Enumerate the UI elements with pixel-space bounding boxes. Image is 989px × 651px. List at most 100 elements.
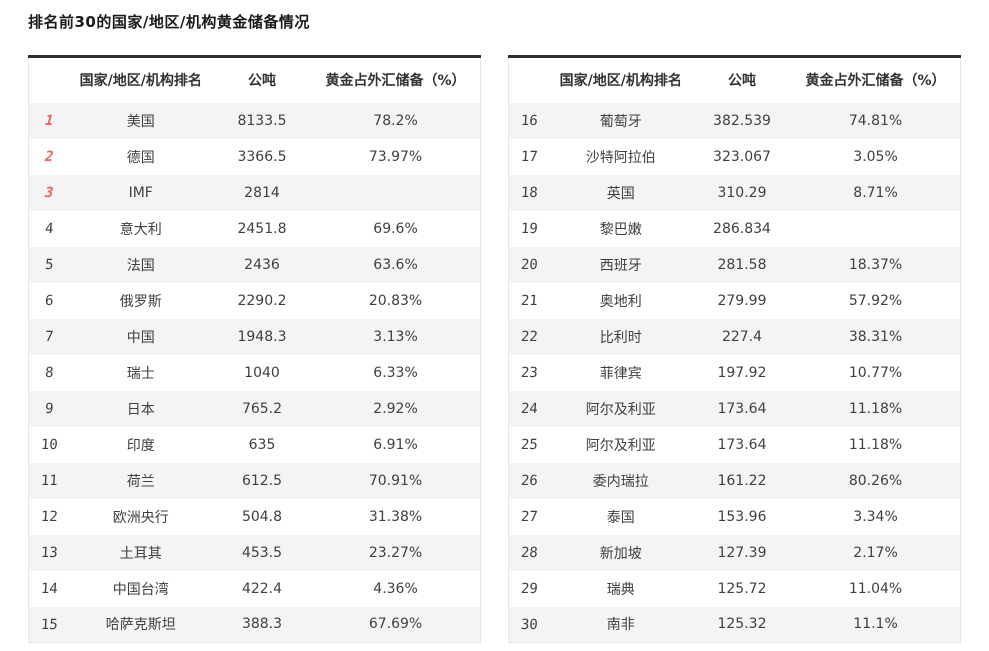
country-cell: 黎巴嫩 (599, 221, 642, 238)
rank-cell: 3 (44, 184, 54, 201)
table-row: 21 奥地利 279.99 57.92% (508, 282, 961, 319)
table-row: 13 土耳其 453.5 23.27% (28, 534, 481, 571)
percent-cell: 63.6% (373, 256, 418, 273)
rank-cell: 2 (44, 148, 54, 165)
rank-cell: 5 (44, 256, 54, 273)
percent-cell: 73.97% (368, 148, 423, 165)
percent-cell: 23.27% (368, 544, 423, 561)
rank-cell: 30 (519, 616, 538, 633)
percent-cell: 2.92% (373, 400, 418, 417)
country-cell: 意大利 (119, 221, 162, 238)
percent-cell: 6.91% (373, 436, 418, 453)
column-header-tons: 公吨 (727, 73, 756, 90)
percent-cell: 11.18% (848, 400, 903, 417)
tons-cell: 125.32 (717, 616, 767, 633)
country-cell: 比利时 (599, 329, 642, 346)
table-row: 15 哈萨克斯坦 388.3 67.69% (28, 606, 481, 643)
percent-cell (311, 175, 480, 211)
rank-cell: 23 (519, 364, 538, 381)
column-header-country: 国家/地区/机构排名 (79, 73, 202, 90)
rank-cell: 20 (519, 256, 538, 273)
tons-cell: 281.58 (717, 256, 767, 273)
table-row: 18 英国 310.29 8.71% (508, 174, 961, 211)
table-row: 1 美国 8133.5 78.2% (28, 102, 481, 139)
country-cell: 日本 (126, 401, 155, 418)
rank-cell: 6 (44, 292, 54, 309)
table-row: 10 印度 635 6.91% (28, 426, 481, 463)
tons-cell: 3366.5 (237, 148, 287, 165)
column-header-rank-spacer (29, 57, 69, 103)
page-title: 排名前30的国家/地区/机构黄金储备情况 (28, 13, 310, 31)
percent-cell: 69.6% (373, 220, 418, 237)
table-row: 12 欧洲央行 504.8 31.38% (28, 498, 481, 535)
country-cell: 俄罗斯 (119, 293, 162, 310)
table-row: 2 德国 3366.5 73.97% (28, 138, 481, 175)
rank-cell: 4 (44, 220, 54, 237)
table-row: 7 中国 1948.3 3.13% (28, 318, 481, 355)
rank-cell: 10 (39, 436, 58, 453)
rank-cell: 9 (44, 400, 54, 417)
percent-cell: 3.13% (373, 328, 418, 345)
gold-reserves-table-left: 国家/地区/机构排名 公吨 黄金占外汇储备（%） 1 美国 8133.5 78.… (28, 55, 481, 643)
table-header-row: 国家/地区/机构排名 公吨 黄金占外汇储备（%） (28, 56, 481, 103)
table-row: 4 意大利 2451.8 69.6% (28, 210, 481, 247)
country-cell: 阿尔及利亚 (585, 437, 656, 454)
rank-cell: 28 (519, 544, 538, 561)
country-cell: 英国 (606, 185, 635, 202)
table-row: 23 菲律宾 197.92 10.77% (508, 354, 961, 391)
table-row: 19 黎巴嫩 286.834 (508, 210, 961, 247)
tons-cell: 125.72 (717, 580, 767, 597)
country-cell: 法国 (126, 257, 155, 274)
country-cell: 荷兰 (126, 473, 155, 490)
country-cell: IMF (128, 184, 153, 201)
table-row: 5 法国 2436 63.6% (28, 246, 481, 283)
tons-cell: 2436 (244, 256, 280, 273)
column-header-rank-spacer (509, 57, 549, 103)
tons-cell: 2451.8 (237, 220, 287, 237)
country-cell: 中国 (126, 329, 155, 346)
tons-cell: 422.4 (241, 580, 283, 597)
country-cell: 瑞士 (126, 365, 155, 382)
tons-cell: 612.5 (241, 472, 283, 489)
percent-cell: 11.04% (848, 580, 903, 597)
table-row: 22 比利时 227.4 38.31% (508, 318, 961, 355)
rank-cell: 25 (519, 436, 538, 453)
tons-cell: 2290.2 (237, 292, 287, 309)
country-cell: 德国 (126, 149, 155, 166)
percent-cell: 11.18% (848, 436, 903, 453)
rank-cell: 18 (519, 184, 538, 201)
tons-cell: 635 (248, 436, 276, 453)
rank-cell: 15 (39, 616, 58, 633)
gold-reserves-table-right: 国家/地区/机构排名 公吨 黄金占外汇储备（%） 16 葡萄牙 382.539 … (508, 55, 961, 643)
table-row: 28 新加坡 127.39 2.17% (508, 534, 961, 571)
column-header-tons: 公吨 (247, 73, 276, 90)
table-row: 6 俄罗斯 2290.2 20.83% (28, 282, 481, 319)
rank-cell: 13 (39, 544, 58, 561)
rank-cell: 8 (44, 364, 54, 381)
table-row: 25 阿尔及利亚 173.64 11.18% (508, 426, 961, 463)
tons-cell: 173.64 (717, 400, 767, 417)
rank-cell: 1 (44, 112, 54, 129)
country-cell: 土耳其 (119, 545, 162, 562)
tons-cell: 504.8 (241, 508, 283, 525)
percent-cell: 4.36% (373, 580, 418, 597)
table-row: 20 西班牙 281.58 18.37% (508, 246, 961, 283)
country-cell: 中国台湾 (112, 581, 169, 598)
country-cell: 美国 (126, 113, 155, 130)
percent-cell: 3.34% (853, 508, 898, 525)
percent-cell: 8.71% (853, 184, 898, 201)
column-header-country: 国家/地区/机构排名 (559, 73, 682, 90)
country-cell: 欧洲央行 (112, 509, 169, 526)
table-row: 24 阿尔及利亚 173.64 11.18% (508, 390, 961, 427)
percent-cell: 18.37% (848, 256, 903, 273)
country-cell: 西班牙 (599, 257, 642, 274)
country-cell: 阿尔及利亚 (585, 401, 656, 418)
country-cell: 奥地利 (599, 293, 642, 310)
tons-cell: 388.3 (241, 616, 283, 633)
rank-cell: 29 (519, 580, 538, 597)
tons-cell: 227.4 (721, 328, 763, 345)
rank-cell: 14 (39, 580, 58, 597)
gold-reserves-tables: 国家/地区/机构排名 公吨 黄金占外汇储备（%） 1 美国 8133.5 78.… (28, 55, 962, 643)
tons-cell: 8133.5 (237, 112, 287, 129)
rank-cell: 17 (519, 148, 538, 165)
